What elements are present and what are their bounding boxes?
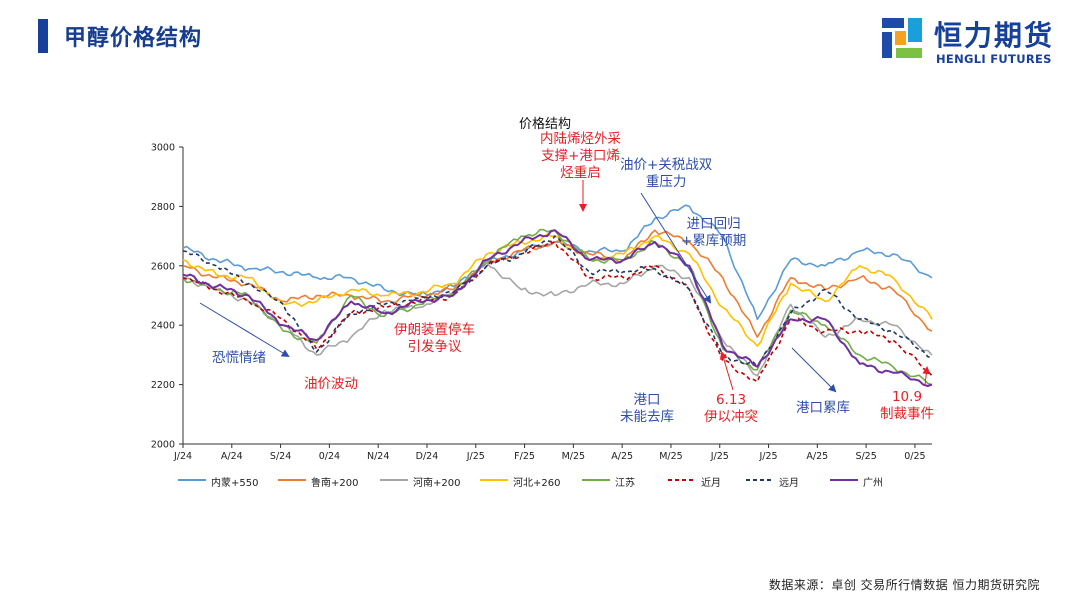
legend-label: 广州 — [863, 478, 883, 489]
x-tick-label: 0/24 — [319, 451, 340, 462]
legend-label: 远月 — [779, 478, 799, 489]
x-tick-label: J/25 — [758, 451, 777, 462]
arrow-panic — [199, 302, 290, 358]
annotation-port-stockpile: 港口累库 — [796, 400, 850, 416]
x-tick-label: J/25 — [466, 451, 485, 462]
legend-label: 近月 — [701, 478, 721, 489]
x-tick-label: A/25 — [806, 451, 828, 462]
brand-name-en: HENGLI FUTURES — [936, 52, 1052, 66]
series-line — [182, 235, 933, 368]
legend-label: 内蒙+550 — [211, 478, 259, 489]
page-title: 甲醇价格结构 — [64, 26, 203, 51]
x-tick-label: M/25 — [562, 451, 586, 462]
annotation-oil-volatility: 油价波动 — [304, 376, 358, 392]
data-source-note: 数据来源：卓创 交易所行情数据 恒力期货研究院 — [768, 578, 1040, 592]
series-line — [182, 262, 933, 377]
x-tick-label: J/24 — [173, 451, 192, 462]
y-tick-label: 2400 — [151, 321, 175, 332]
x-tick-label: A/25 — [611, 451, 633, 462]
arrow-oil-tariff — [640, 192, 712, 304]
x-tick-label: S/24 — [270, 451, 291, 462]
legend-label: 江苏 — [615, 478, 635, 489]
series-line — [182, 229, 933, 338]
annotation-panic: 恐慌情绪 — [212, 350, 266, 366]
arrow-sanctions — [922, 366, 931, 386]
x-tick-label: N/24 — [367, 451, 389, 462]
series-line — [182, 241, 933, 383]
annotation-import-return: 进口回归 +累库预期 — [681, 216, 747, 249]
x-tick-label: J/25 — [710, 451, 729, 462]
annotation-iran-shutdown: 伊朗装置停车 引发争议 — [394, 322, 475, 355]
x-tick-label: F/25 — [514, 451, 535, 462]
arrow-iran-israel — [719, 351, 734, 391]
series-line — [182, 229, 933, 387]
legend-label: 鲁南+200 — [311, 478, 359, 489]
header-accent-bar — [38, 19, 48, 53]
y-tick-label: 2800 — [151, 202, 175, 213]
arrow-port-stockpile — [791, 347, 837, 393]
y-tick-label: 2600 — [151, 261, 175, 272]
legend-label: 河北+260 — [513, 478, 561, 489]
y-tick-label: 3000 — [151, 143, 175, 154]
x-tick-label: 0/25 — [904, 451, 925, 462]
annotation-port-no-destock: 港口 未能去库 — [620, 392, 674, 425]
series-line — [182, 228, 933, 386]
chart-title: 价格结构 — [519, 116, 571, 132]
x-tick-label: D/24 — [416, 451, 439, 462]
x-tick-label: S/25 — [855, 451, 876, 462]
brand-name-cn: 恒力期货 — [934, 19, 1055, 52]
series-line — [182, 233, 933, 347]
annotation-sanctions: 10.9 制裁事件 — [880, 389, 934, 422]
legend-label: 河南+200 — [413, 478, 461, 489]
x-tick-label: A/24 — [221, 451, 243, 462]
annotation-oil-tariff: 油价+关税战双 重压力 — [620, 157, 713, 190]
annotation-iran-israel: 6.13 伊以冲突 — [704, 392, 758, 425]
y-tick-label: 2000 — [151, 440, 175, 451]
company-logo — [882, 18, 922, 58]
y-tick-label: 2200 — [151, 380, 175, 391]
x-tick-label: M/25 — [659, 451, 683, 462]
annotation-inland-olefin: 内陆烯烃外采 支撑+港口烯 烃重启 — [540, 131, 621, 181]
